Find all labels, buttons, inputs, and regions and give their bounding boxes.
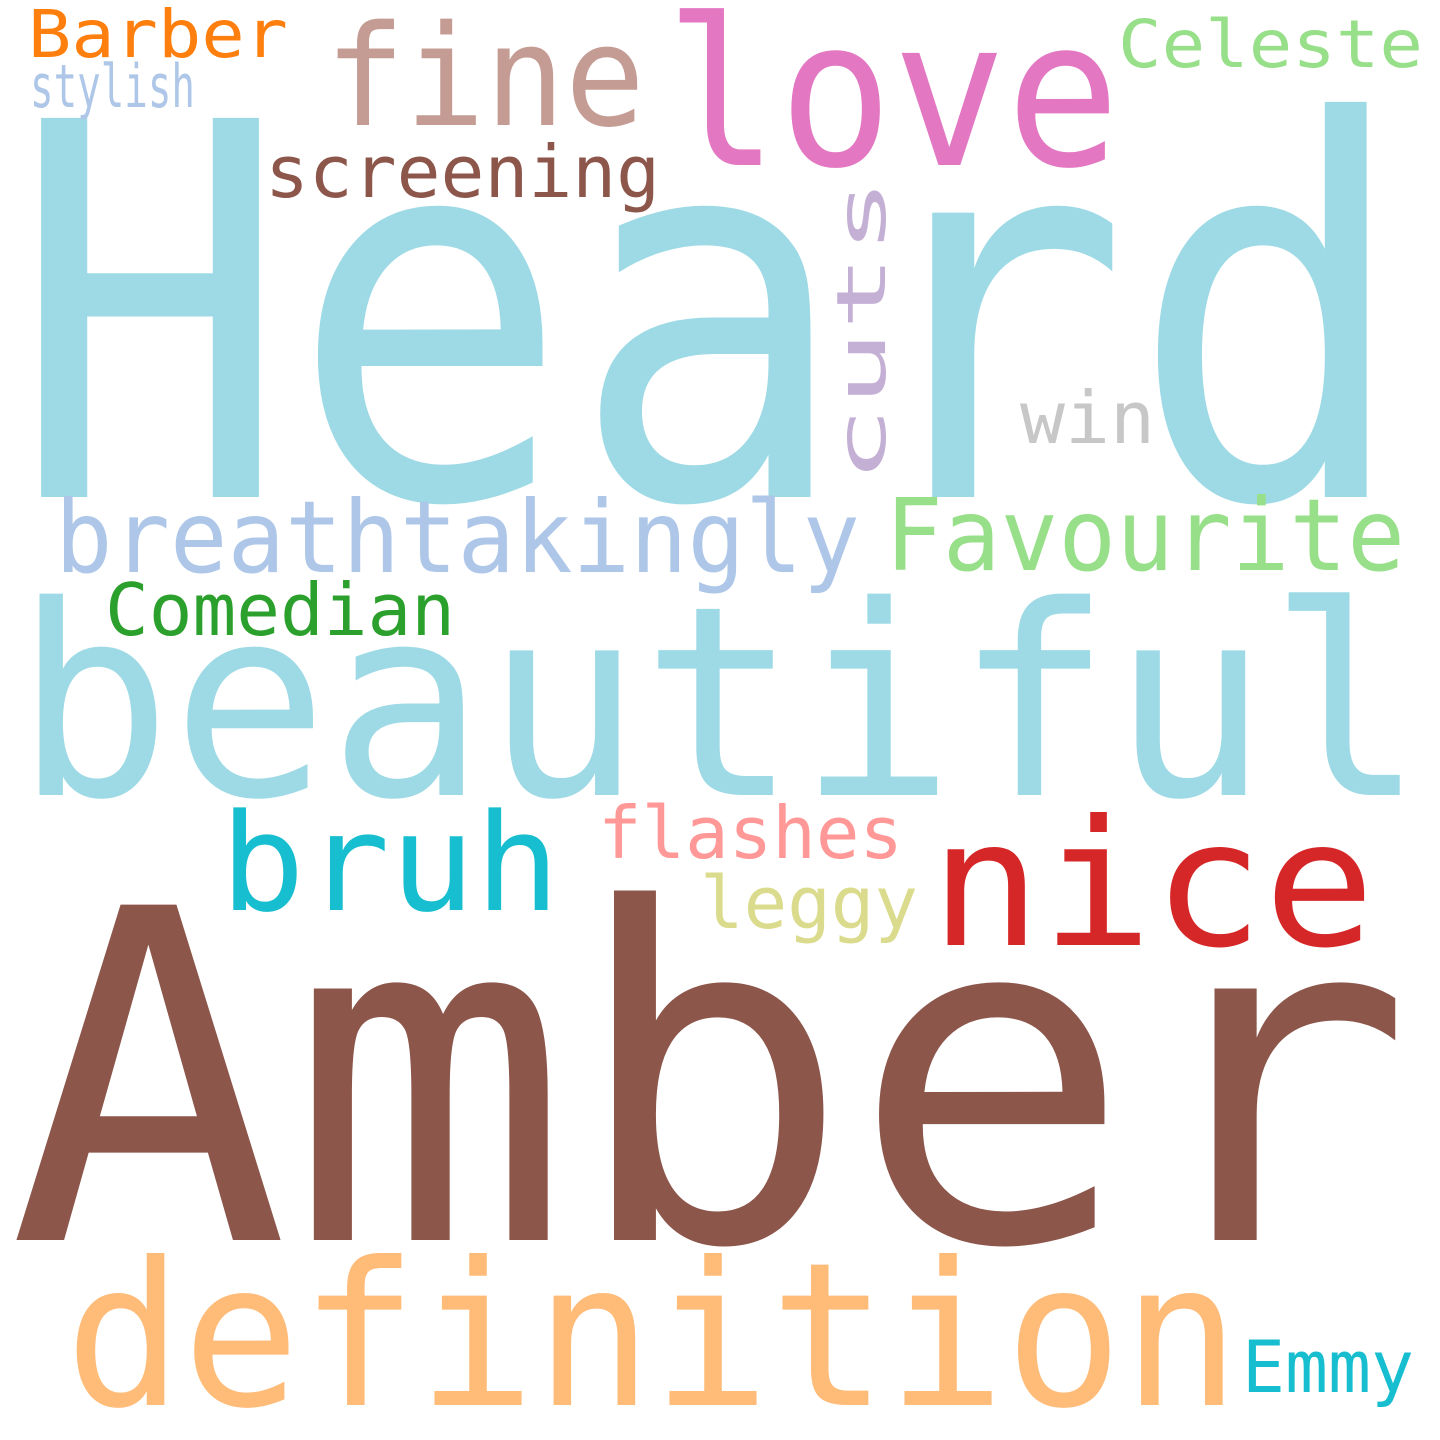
word-fine: fine — [325, 0, 645, 159]
word-breathtakingly: breathtakingly — [55, 479, 860, 596]
word-beautiful: beautiful — [15, 550, 1425, 858]
word-screening: screening — [265, 130, 660, 214]
word-nice: nice — [930, 784, 1375, 987]
word-win: win — [1020, 376, 1155, 460]
word-flashes: flashes — [598, 791, 903, 875]
word-barber: Barber — [28, 0, 288, 73]
word-love: love — [665, 0, 1120, 214]
word-leggy: leggy — [700, 861, 918, 945]
word-celeste: Celeste — [1118, 6, 1423, 83]
word-heard: Heard — [10, 14, 1410, 620]
word-bruh: bruh — [220, 785, 560, 942]
word-cuts: stylish — [30, 52, 195, 122]
word-amber: Amber — [8, 814, 1413, 1349]
word-comedian: Comedian — [105, 568, 455, 652]
word-stylish: cuts — [823, 178, 902, 483]
word-definition: definition — [65, 1220, 1240, 1440]
word-emmy: Emmy — [1242, 1325, 1414, 1409]
word-favourite: Favourite — [885, 477, 1405, 594]
